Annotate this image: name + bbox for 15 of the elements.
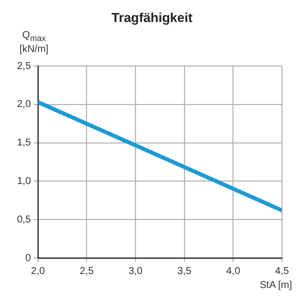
x-tick-label: 2,0 [30,266,46,277]
chart-title: Tragfähigkeit [110,10,194,25]
x-tick-label: 4,5 [275,266,290,277]
x-tick-label: 3,0 [128,266,143,277]
x-tick-label: 2,5 [80,266,94,277]
x-tick-label: 4,0 [226,266,241,277]
y-axis-title: Q$_{max}$ [kN/m] [18,30,50,56]
x-tick-label: 3,5 [177,266,192,277]
y-tick-label: 2,5 [16,60,32,72]
y-tick-label: 2,0 [16,99,32,110]
y-tick-label: 0 [25,252,32,264]
y-tick-label: 1,0 [16,176,32,187]
y-tick-label: 0,5 [16,214,32,226]
y-tick-label: 1,5 [16,138,32,149]
x-axis-title: StA [m] [260,280,292,291]
